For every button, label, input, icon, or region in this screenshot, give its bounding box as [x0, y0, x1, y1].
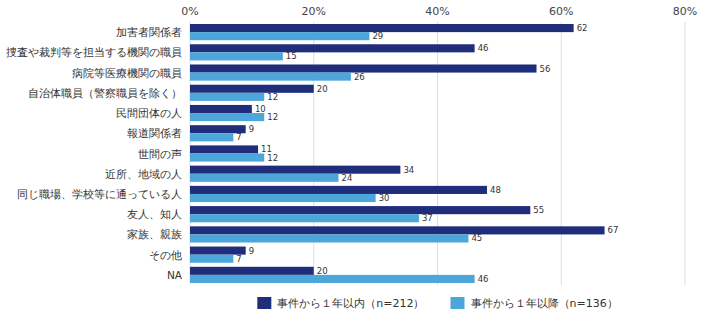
- bar: [190, 206, 530, 214]
- bar: [190, 105, 252, 113]
- bar: [190, 113, 264, 121]
- data-label: 20: [317, 266, 328, 276]
- legend: 事件から１年以内（n=212） 事件から１年以降（n=136）: [257, 297, 617, 310]
- x-tick-label: 20%: [302, 5, 326, 18]
- data-label: 24: [342, 173, 353, 183]
- grid-line: [313, 22, 314, 285]
- bar: [190, 52, 283, 60]
- category-label: その他: [149, 249, 182, 261]
- x-axis-ticks: 0% 20% 40% 60% 80%: [181, 5, 697, 18]
- category-label: 近所、地域の人: [105, 168, 182, 180]
- data-label: 55: [533, 205, 544, 215]
- bar: [190, 186, 487, 194]
- data-label: 34: [403, 165, 414, 175]
- category-label: 自治体職員（警察職員を除く）: [28, 87, 182, 99]
- category-label: 報道関係者: [127, 127, 182, 139]
- data-label: 67: [608, 225, 619, 235]
- data-label: 12: [267, 153, 278, 163]
- x-tick-label: 60%: [549, 5, 573, 18]
- bar: [190, 145, 258, 153]
- x-tick-label: 0%: [181, 5, 198, 18]
- data-label: 12: [267, 92, 278, 102]
- x-tick-label: 40%: [425, 5, 449, 18]
- data-label: 9: [249, 246, 254, 256]
- category-label: 民間団体の人: [116, 107, 182, 119]
- data-label: 7: [236, 132, 241, 142]
- category-label: 友人、知人: [127, 208, 182, 220]
- bar: [190, 93, 264, 101]
- data-labels: 2096755483411910205646624674537302412712…: [236, 23, 618, 284]
- category-label: 加害者関係者: [116, 26, 182, 38]
- chart-container: NA その他 家族、親族 友人、知人 同じ職場、学校等に通っている人 近所、地域の人 世間の…: [0, 0, 707, 317]
- bar: [190, 32, 369, 40]
- chart-svg: NA その他 家族、親族 友人、知人 同じ職場、学校等に通っている人 近所、地域の人 世間の…: [0, 0, 707, 317]
- data-label: 20: [317, 84, 328, 94]
- data-label: 7: [236, 254, 241, 264]
- legend-swatch: [257, 297, 271, 309]
- bar: [190, 234, 468, 242]
- x-tick-label: 80%: [673, 5, 697, 18]
- data-label: 26: [354, 72, 365, 82]
- data-label: 48: [490, 185, 501, 195]
- bar: [190, 73, 351, 81]
- legend-item: 事件から１年以降（n=136）: [451, 297, 618, 310]
- data-label: 62: [577, 23, 588, 33]
- grid: [190, 22, 685, 285]
- grid-line: [437, 22, 438, 285]
- category-label: 同じ職場、学校等に通っている人: [17, 188, 182, 200]
- bars: [190, 24, 605, 283]
- data-label: 56: [540, 64, 551, 74]
- data-label: 45: [471, 233, 482, 243]
- y-axis-labels: NA その他 家族、親族 友人、知人 同じ職場、学校等に通っている人 近所、地域の人 世間の…: [6, 26, 183, 281]
- bar: [190, 174, 339, 182]
- category-label: 捜査や裁判等を担当する機関の職員: [6, 46, 182, 59]
- data-label: 10: [255, 104, 266, 114]
- bar: [190, 214, 419, 222]
- bar: [190, 44, 475, 52]
- legend-label: 事件から１年以内（n=212）: [277, 297, 424, 310]
- data-label: 15: [286, 51, 297, 61]
- data-label: 29: [372, 31, 383, 41]
- category-label: 世間の声: [138, 148, 182, 160]
- bar: [190, 226, 605, 234]
- data-label: 37: [422, 213, 433, 223]
- bar: [190, 166, 400, 174]
- data-label: 12: [267, 112, 278, 122]
- grid-line: [685, 22, 686, 285]
- bar: [190, 154, 264, 162]
- bar: [190, 194, 376, 202]
- legend-swatch: [451, 297, 465, 309]
- bar: [190, 255, 233, 263]
- data-label: 9: [249, 124, 254, 134]
- legend-label: 事件から１年以降（n=136）: [471, 297, 618, 310]
- data-label: 46: [478, 43, 489, 53]
- legend-item: 事件から１年以内（n=212）: [257, 297, 424, 310]
- category-label: 病院等医療機関の職員: [72, 67, 182, 79]
- bar: [190, 275, 475, 283]
- bar: [190, 267, 314, 275]
- bar: [190, 85, 314, 93]
- category-label: NA: [167, 269, 183, 281]
- data-label: 46: [478, 274, 489, 284]
- grid-line: [561, 22, 562, 285]
- category-label: 家族、親族: [127, 228, 182, 240]
- bar: [190, 133, 233, 141]
- data-label: 30: [379, 193, 390, 203]
